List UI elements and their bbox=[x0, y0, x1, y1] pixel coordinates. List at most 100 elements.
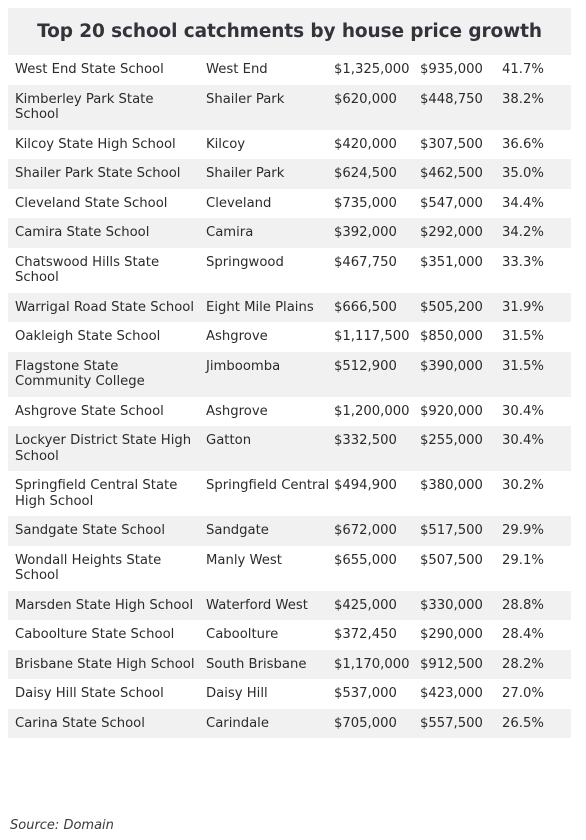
previous-price-cell: $423,000 bbox=[420, 679, 502, 709]
growth-percent-cell: 29.9% bbox=[502, 516, 571, 546]
school-name-cell: Wondall Heights State School bbox=[8, 545, 198, 591]
median-price-cell: $666,500 bbox=[334, 292, 420, 322]
table-row: Carina State School Carindale $705,000 $557… bbox=[8, 708, 571, 738]
previous-price-cell: $351,000 bbox=[420, 247, 502, 293]
growth-percent-cell: 30.2% bbox=[502, 471, 571, 516]
median-price-cell: $420,000 bbox=[334, 129, 420, 159]
suburb-cell: Shailer Park bbox=[198, 84, 334, 130]
suburb-cell: Carindale bbox=[198, 708, 334, 738]
table-row: Daisy Hill State School Daisy Hill $537,00… bbox=[8, 679, 571, 709]
school-name-cell: Oakleigh State School bbox=[8, 322, 198, 352]
suburb-cell: Caboolture bbox=[198, 620, 334, 650]
source-note: Source: Domain bbox=[10, 818, 114, 833]
school-name-cell: West End State School bbox=[8, 55, 198, 85]
table-row: Chatswood Hills State School Springwood $4… bbox=[8, 247, 571, 293]
previous-price-cell: $307,500 bbox=[420, 129, 502, 159]
suburb-cell: Camira bbox=[198, 218, 334, 248]
suburb-cell: Waterford West bbox=[198, 590, 334, 620]
median-price-cell: $655,000 bbox=[334, 545, 420, 591]
suburb-cell: West End bbox=[198, 55, 334, 85]
table-title: Top 20 school catchments by house price … bbox=[8, 8, 571, 55]
table-row: West End State School West End $1,325,000 $… bbox=[8, 55, 571, 85]
median-price-cell: $705,000 bbox=[334, 708, 420, 738]
table-row: Kilcoy State High School Kilcoy $420,000 $3… bbox=[8, 129, 571, 159]
previous-price-cell: $390,000 bbox=[420, 351, 502, 397]
catchment-table: West End State School West End $1,325,000 $… bbox=[8, 55, 571, 738]
median-price-cell: $512,900 bbox=[334, 351, 420, 397]
growth-percent-cell: 36.6% bbox=[502, 129, 571, 159]
median-price-cell: $537,000 bbox=[334, 679, 420, 709]
previous-price-cell: $850,000 bbox=[420, 322, 502, 352]
previous-price-cell: $290,000 bbox=[420, 620, 502, 650]
growth-percent-cell: 34.4% bbox=[502, 188, 571, 218]
median-price-cell: $1,117,500 bbox=[334, 322, 420, 352]
growth-percent-cell: 35.0% bbox=[502, 159, 571, 189]
suburb-cell: Cleveland bbox=[198, 188, 334, 218]
growth-percent-cell: 30.4% bbox=[502, 396, 571, 426]
school-name-cell: Sandgate State School bbox=[8, 516, 198, 546]
school-name-cell: Caboolture State School bbox=[8, 620, 198, 650]
previous-price-cell: $557,500 bbox=[420, 708, 502, 738]
table-row: Brisbane State High School South Brisbane… bbox=[8, 649, 571, 679]
previous-price-cell: $935,000 bbox=[420, 55, 502, 85]
previous-price-cell: $448,750 bbox=[420, 84, 502, 130]
growth-percent-cell: 29.1% bbox=[502, 545, 571, 591]
growth-percent-cell: 28.2% bbox=[502, 649, 571, 679]
suburb-cell: Gatton bbox=[198, 426, 334, 471]
median-price-cell: $1,170,000 bbox=[334, 649, 420, 679]
median-price-cell: $1,325,000 bbox=[334, 55, 420, 85]
growth-percent-cell: 28.8% bbox=[502, 590, 571, 620]
growth-percent-cell: 31.9% bbox=[502, 292, 571, 322]
suburb-cell: Ashgrove bbox=[198, 396, 334, 426]
previous-price-cell: $517,500 bbox=[420, 516, 502, 546]
median-price-cell: $1,200,000 bbox=[334, 396, 420, 426]
growth-percent-cell: 26.5% bbox=[502, 708, 571, 738]
growth-percent-cell: 27.0% bbox=[502, 679, 571, 709]
table-row: Camira State School Camira $392,000 $292,00… bbox=[8, 218, 571, 248]
growth-percent-cell: 30.4% bbox=[502, 426, 571, 471]
median-price-cell: $425,000 bbox=[334, 590, 420, 620]
table-row: Oakleigh State School Ashgrove $1,117,500 $… bbox=[8, 322, 571, 352]
table-row: Kimberley Park State School Shailer Park $… bbox=[8, 84, 571, 130]
previous-price-cell: $292,000 bbox=[420, 218, 502, 248]
school-name-cell: Shailer Park State School bbox=[8, 159, 198, 189]
suburb-cell: Daisy Hill bbox=[198, 679, 334, 709]
growth-percent-cell: 41.7% bbox=[502, 55, 571, 85]
table-row: Sandgate State School Sandgate $672,000 $51… bbox=[8, 516, 571, 546]
growth-percent-cell: 28.4% bbox=[502, 620, 571, 650]
suburb-cell: Jimboomba bbox=[198, 351, 334, 397]
growth-percent-cell: 33.3% bbox=[502, 247, 571, 293]
table-row: Cleveland State School Cleveland $735,000 $… bbox=[8, 188, 571, 218]
table-row: Lockyer District State High School Gatton… bbox=[8, 426, 571, 471]
school-name-cell: Daisy Hill State School bbox=[8, 679, 198, 709]
suburb-cell: Ashgrove bbox=[198, 322, 334, 352]
school-name-cell: Kimberley Park State School bbox=[8, 84, 198, 130]
suburb-cell: Sandgate bbox=[198, 516, 334, 546]
growth-percent-cell: 31.5% bbox=[502, 351, 571, 397]
previous-price-cell: $330,000 bbox=[420, 590, 502, 620]
previous-price-cell: $462,500 bbox=[420, 159, 502, 189]
table-row: Caboolture State School Caboolture $372,45… bbox=[8, 620, 571, 650]
school-name-cell: Warrigal Road State School bbox=[8, 292, 198, 322]
suburb-cell: South Brisbane bbox=[198, 649, 334, 679]
median-price-cell: $332,500 bbox=[334, 426, 420, 471]
median-price-cell: $735,000 bbox=[334, 188, 420, 218]
school-name-cell: Springfield Central State High School bbox=[8, 471, 198, 516]
table-row: Shailer Park State School Shailer Park $62… bbox=[8, 159, 571, 189]
school-name-cell: Flagstone State Community College bbox=[8, 351, 198, 397]
suburb-cell: Eight Mile Plains bbox=[198, 292, 334, 322]
previous-price-cell: $505,200 bbox=[420, 292, 502, 322]
median-price-cell: $624,500 bbox=[334, 159, 420, 189]
school-name-cell: Brisbane State High School bbox=[8, 649, 198, 679]
median-price-cell: $467,750 bbox=[334, 247, 420, 293]
growth-percent-cell: 31.5% bbox=[502, 322, 571, 352]
table-row: Springfield Central State High School Spr… bbox=[8, 471, 571, 516]
school-name-cell: Camira State School bbox=[8, 218, 198, 248]
school-name-cell: Cleveland State School bbox=[8, 188, 198, 218]
table-row: Marsden State High School Waterford West $… bbox=[8, 590, 571, 620]
growth-percent-cell: 38.2% bbox=[502, 84, 571, 130]
table-row: Warrigal Road State School Eight Mile Pla… bbox=[8, 292, 571, 322]
school-name-cell: Lockyer District State High School bbox=[8, 426, 198, 471]
previous-price-cell: $255,000 bbox=[420, 426, 502, 471]
previous-price-cell: $920,000 bbox=[420, 396, 502, 426]
